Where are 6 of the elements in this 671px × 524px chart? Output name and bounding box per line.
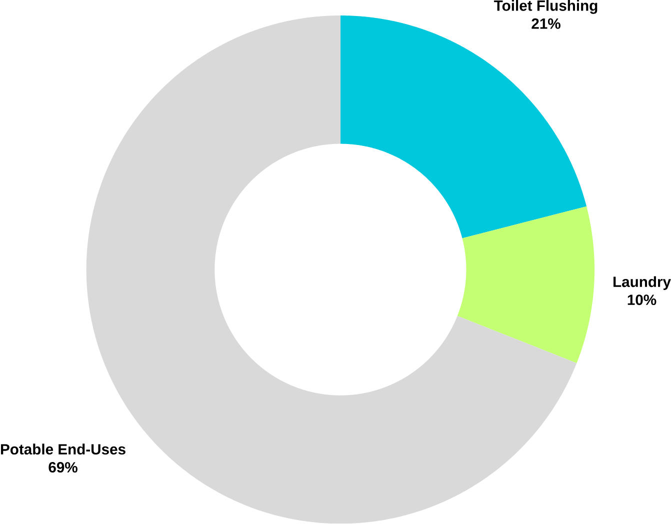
slice-label: Laundry bbox=[614, 276, 671, 290]
slice-label: Toilet Flushing bbox=[494, 0, 598, 14]
data-label: 10% bbox=[628, 294, 656, 306]
slice-label: Potable End-Uses bbox=[1, 444, 126, 455]
data-label: 21% bbox=[532, 18, 560, 30]
data-label: 69% bbox=[48, 462, 78, 473]
